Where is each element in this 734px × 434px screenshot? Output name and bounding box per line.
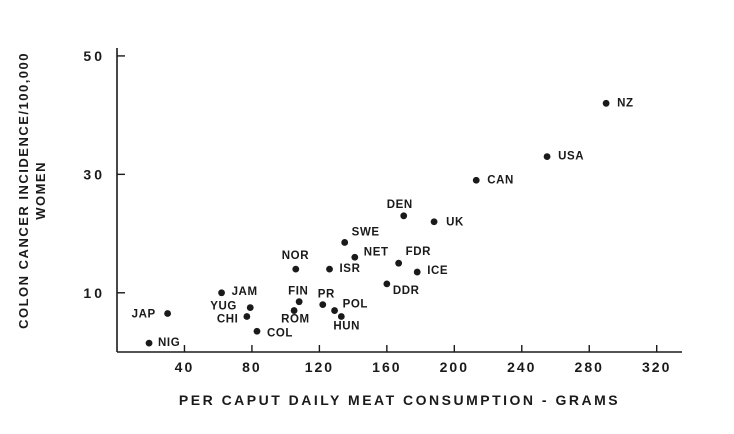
point-label: FIN (288, 286, 308, 298)
point-label: JAP (132, 309, 156, 321)
data-point (145, 339, 153, 347)
point-label: NZ (617, 97, 634, 109)
data-point (331, 307, 338, 314)
data-point (243, 313, 251, 320)
data-point (383, 280, 391, 288)
point-label: SWE (352, 226, 380, 238)
data-point (413, 268, 421, 276)
data-point (164, 310, 171, 317)
y-tick-label: 10 (83, 285, 105, 301)
point-label: ICE (427, 265, 448, 277)
point-label: FDR (406, 246, 432, 258)
data-point (351, 253, 359, 261)
point-label: POL (343, 299, 368, 311)
point-label: UK (446, 217, 464, 229)
x-tick-label: 280 (575, 359, 604, 375)
x-tick-label: 40 (175, 359, 195, 375)
data-point (395, 259, 403, 267)
point-label: NET (364, 246, 389, 258)
point-label: ISR (340, 263, 361, 275)
data-point (326, 265, 333, 273)
point-label: PR (318, 289, 335, 301)
x-tick-label: 160 (372, 359, 401, 375)
point-label: CAN (487, 174, 514, 186)
data-point (218, 289, 225, 297)
data-point (295, 298, 303, 306)
point-label: CHI (217, 313, 239, 325)
y-tick-label: 30 (83, 166, 105, 182)
data-point (543, 153, 551, 160)
data-point (400, 212, 408, 220)
data-point (319, 301, 327, 309)
point-label: NOR (282, 250, 309, 262)
point-label: JAM (232, 286, 258, 298)
point-label: ROM (281, 314, 310, 326)
data-point (602, 99, 610, 107)
data-point (472, 176, 480, 184)
data-point (430, 218, 438, 226)
x-tick-label: 320 (642, 359, 671, 375)
x-tick-label: 200 (440, 359, 469, 375)
data-point (290, 307, 298, 314)
data-point (292, 265, 300, 273)
point-label: NIG (158, 337, 180, 349)
data-point (337, 313, 345, 320)
x-tick-label: 240 (507, 359, 536, 375)
point-label: DEN (387, 199, 413, 211)
point-label: USA (558, 151, 584, 163)
y-tick-label: 50 (83, 48, 105, 64)
point-label: HUN (333, 320, 360, 332)
data-point (341, 239, 349, 246)
x-axis-title: PER CAPUT DAILY MEAT CONSUMPTION - GRAMS (178, 392, 621, 408)
point-label: YUG (210, 301, 237, 313)
point-label: DDR (393, 285, 420, 297)
x-tick-label: 80 (242, 359, 262, 375)
data-point (253, 327, 261, 335)
x-tick-label: 120 (305, 359, 334, 375)
data-point (246, 304, 254, 311)
point-label: COL (267, 327, 293, 339)
